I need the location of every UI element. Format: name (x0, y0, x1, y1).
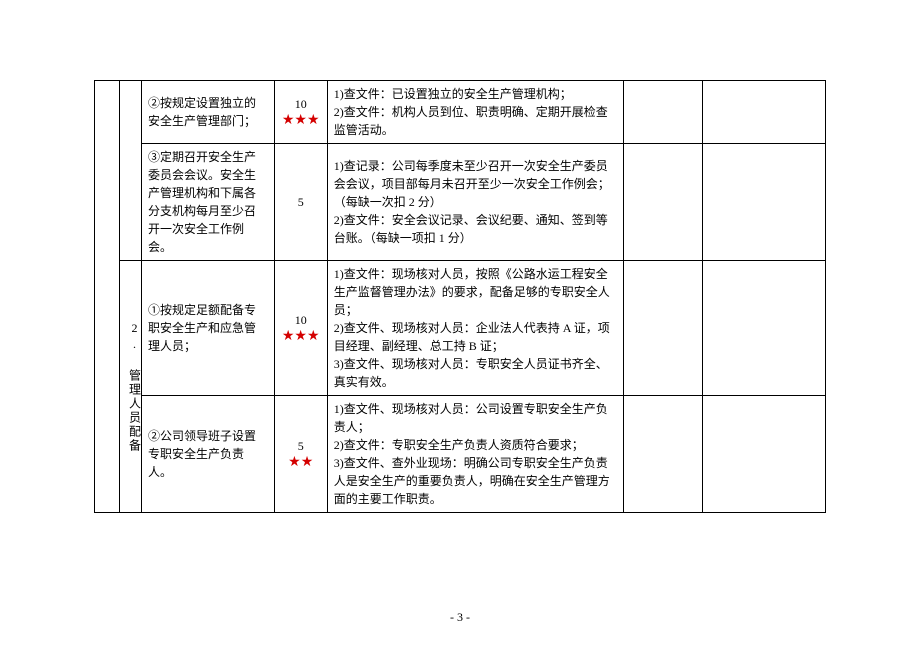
item-cell: ③定期召开安全生产委员会会议。安全生产管理机构和下属各分支机构每月至少召开一次安… (141, 144, 274, 261)
score-cell: 10 ★★★ (274, 261, 327, 396)
blank-cell (623, 396, 703, 513)
score-value: 10 (281, 95, 321, 113)
col-a-cell (95, 81, 120, 513)
score-value: 5 (281, 437, 321, 455)
score-cell: 5 (274, 144, 327, 261)
item-cell: ②按规定设置独立的安全生产管理部门； (141, 81, 274, 144)
table-row: ②按规定设置独立的安全生产管理部门； 10 ★★★ 1)查文件：已设置独立的安全… (95, 81, 826, 144)
score-cell: 10 ★★★ (274, 81, 327, 144)
section-label: 2. 管理人员配备 (126, 321, 144, 453)
table-row: 2. 管理人员配备 ①按规定足额配备专职安全生产和应急管理人员； 10 ★★★ … (95, 261, 826, 396)
star-rating: ★★★ (281, 329, 321, 346)
page-number: - 3 - (0, 610, 920, 625)
blank-cell (623, 261, 703, 396)
table-row: ②公司领导班子设置专职安全生产负责人。 5 ★★ 1)查文件、现场核对人员：公司… (95, 396, 826, 513)
blank-cell (703, 144, 826, 261)
score-value: 10 (281, 311, 321, 329)
criteria-cell: 1)查记录：公司每季度未至少召开一次安全生产委员会会议，项目部每月未召开至少一次… (327, 144, 623, 261)
section-label-cell: 2. 管理人员配备 (119, 261, 141, 513)
blank-cell (703, 81, 826, 144)
star-rating: ★★ (281, 455, 321, 472)
assessment-table: ②按规定设置独立的安全生产管理部门； 10 ★★★ 1)查文件：已设置独立的安全… (94, 80, 826, 513)
criteria-cell: 1)查文件：已设置独立的安全生产管理机构； 2)查文件：机构人员到位、职责明确、… (327, 81, 623, 144)
star-rating: ★★★ (281, 113, 321, 130)
criteria-cell: 1)查文件、现场核对人员：公司设置专职安全生产负责人； 2)查文件：专职安全生产… (327, 396, 623, 513)
item-cell: ②公司领导班子设置专职安全生产负责人。 (141, 396, 274, 513)
col-b-cell (119, 81, 141, 261)
blank-cell (703, 261, 826, 396)
blank-cell (623, 144, 703, 261)
criteria-cell: 1)查文件：现场核对人员，按照《公路水运工程安全生产监督管理办法》的要求，配备足… (327, 261, 623, 396)
score-cell: 5 ★★ (274, 396, 327, 513)
blank-cell (703, 396, 826, 513)
item-cell: ①按规定足额配备专职安全生产和应急管理人员； (141, 261, 274, 396)
score-value: 5 (281, 193, 321, 211)
table-row: ③定期召开安全生产委员会会议。安全生产管理机构和下属各分支机构每月至少召开一次安… (95, 144, 826, 261)
blank-cell (623, 81, 703, 144)
